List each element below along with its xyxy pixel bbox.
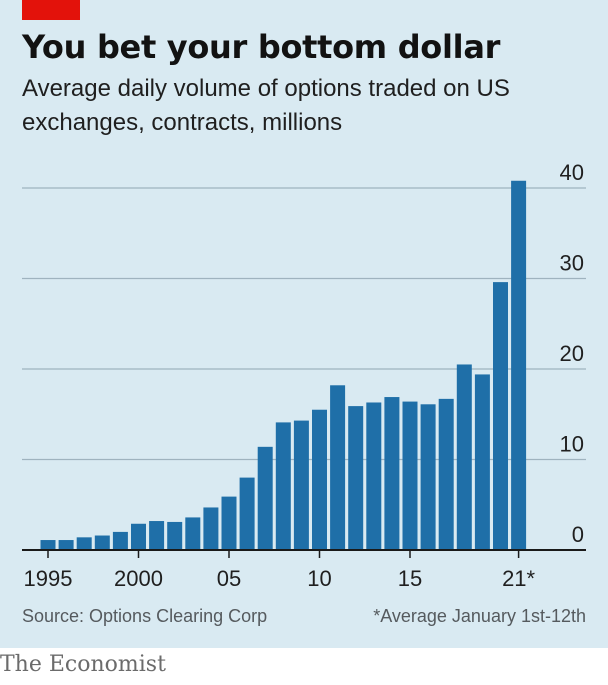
bar-2018 (456, 364, 472, 550)
bar-2002 (167, 521, 183, 550)
bar-2003 (185, 517, 201, 550)
footer-strip: The Economist (0, 648, 608, 685)
economist-logo: The Economist (0, 652, 166, 677)
x-tick-label-1995: 1995 (24, 566, 73, 591)
bar-2014 (384, 397, 400, 550)
bar-2011 (330, 385, 346, 550)
y-tick-label-20: 20 (560, 341, 584, 366)
bar-2009 (293, 420, 309, 550)
bar-2007 (257, 446, 273, 550)
bar-1998 (94, 535, 110, 550)
bar-2020 (493, 282, 508, 550)
bar-2021 (511, 180, 527, 550)
brand-accent-bar (22, 0, 80, 20)
x-tick-label-2010: 10 (307, 566, 331, 591)
bar-2004 (203, 507, 219, 550)
bar-2005 (221, 496, 237, 550)
source-note: Source: Options Clearing Corp (22, 606, 268, 626)
y-tick-label-0: 0 (572, 522, 584, 547)
bar-chart: 0 10 20 30 40 1995 2000 05 10 15 21* (22, 160, 586, 591)
x-tick-label-2000: 2000 (114, 566, 163, 591)
bar-1996 (58, 540, 74, 550)
bar-1999 (112, 531, 128, 550)
bar-2016 (420, 404, 436, 550)
chart-subtitle: Average daily volume of options traded o… (22, 75, 510, 136)
bar-2012 (348, 406, 364, 550)
bar-2008 (275, 422, 291, 550)
chart-title: You bet your bottom dollar (22, 28, 501, 66)
y-tick-label-40: 40 (560, 160, 584, 185)
bar-2006 (239, 477, 255, 550)
bar-1997 (76, 537, 92, 550)
x-tick-label-2021: 21* (502, 566, 535, 591)
bar-2001 (149, 521, 165, 550)
bar-2013 (366, 402, 382, 550)
y-tick-label-10: 10 (560, 432, 584, 457)
x-tick-label-2005: 05 (217, 566, 241, 591)
bar-2015 (402, 401, 418, 550)
y-tick-label-30: 30 (560, 251, 584, 276)
bar-2000 (131, 523, 146, 550)
bar-2017 (438, 398, 454, 550)
x-tick-label-2015: 15 (398, 566, 422, 591)
footnote: *Average January 1st-12th (373, 606, 586, 626)
bar-2019 (474, 374, 490, 550)
bar-2010 (312, 409, 327, 550)
bar-1995 (40, 540, 56, 550)
